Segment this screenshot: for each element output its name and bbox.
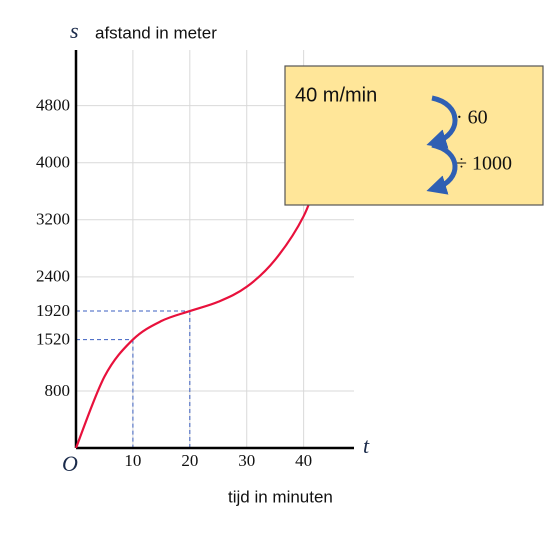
y-tick-label: 1520 [36, 329, 70, 348]
arrow [426, 142, 458, 195]
y-tick-label: 3200 [36, 210, 70, 229]
y-tick-label: 2400 [36, 267, 70, 286]
box-bg [284, 65, 544, 206]
x-tick-label: 10 [124, 451, 141, 470]
line-series [74, 169, 322, 449]
y-tick-label: 4800 [36, 96, 70, 115]
annotation-box: 40 m/min · 60 ÷ 1000 [284, 65, 544, 206]
y-axis-label: afstand in meter [95, 23, 217, 42]
x-symbol: t [363, 433, 370, 458]
x-tick-label: 30 [238, 451, 255, 470]
speed-label: 40 m/min [295, 84, 377, 106]
plot: 800 1520 1920 2400 3200 4000 4800 10 20 30 40 [36, 50, 354, 470]
x-axis-label: tijd in minuten [228, 487, 333, 506]
multiply-label: · 60 [456, 107, 488, 129]
divide-label: ÷ 1000 [456, 153, 512, 175]
arrow [426, 95, 458, 149]
x-tick-label: 20 [181, 451, 198, 470]
x-tick-label: 40 [295, 451, 312, 470]
y-tick-label: 800 [45, 381, 71, 400]
y-tick-label: 1920 [36, 301, 70, 320]
origin-label: O [62, 451, 78, 476]
y-tick-label: 4000 [36, 153, 70, 172]
y-symbol: s [70, 18, 79, 43]
